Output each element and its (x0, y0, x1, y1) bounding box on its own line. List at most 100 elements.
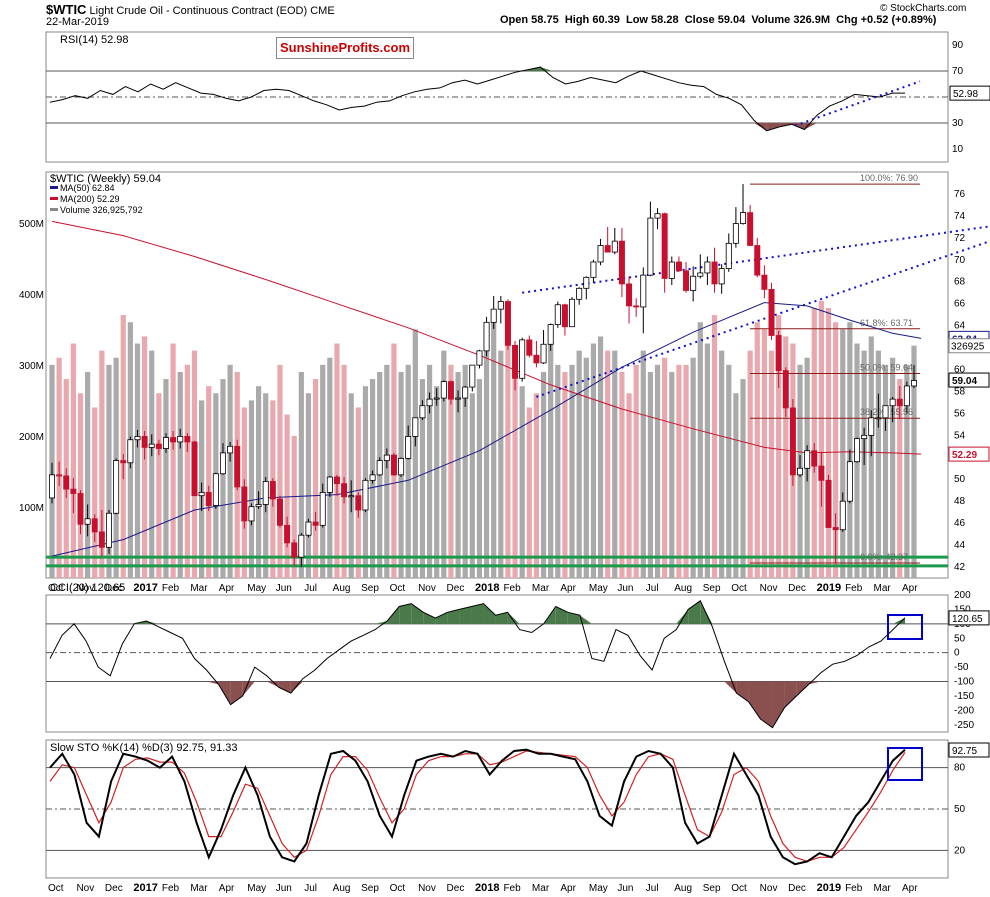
candle-body (70, 488, 77, 494)
candle-body (747, 212, 754, 246)
volume-bar (911, 345, 917, 578)
candle-body (540, 343, 547, 364)
legend-entry: MA(200) 52.29 (60, 194, 120, 204)
rsi-tick-label: 30 (952, 118, 964, 129)
candle-body (455, 397, 462, 400)
chart-title: $WTIC Light Crude Oil - Continuous Contr… (46, 2, 335, 17)
volume-bar (882, 364, 889, 578)
candle-body (504, 301, 511, 346)
cci-oversold-fill (736, 681, 749, 702)
exchange-label: CME (310, 5, 335, 17)
candle-body (889, 398, 896, 407)
cci-oversold-fill (278, 681, 291, 694)
sto-x-label: Aug (333, 883, 351, 894)
candle-body (896, 398, 903, 407)
candle-body (269, 481, 276, 500)
volume-bar (255, 386, 262, 578)
volume-bar (733, 393, 739, 578)
cci-highlight-box (887, 614, 923, 640)
price-x-label: Oct (390, 583, 406, 594)
candle-body (768, 289, 775, 336)
rsi-oversold-fill (766, 123, 780, 131)
sto-x-label: Oct (48, 883, 64, 894)
candle-body (390, 454, 397, 476)
candle-body (490, 308, 497, 323)
candle-body (647, 217, 654, 276)
candle-body (526, 339, 533, 356)
rsi-trend-line (794, 80, 921, 127)
volume-bar (825, 308, 832, 578)
candle-body (797, 467, 804, 476)
candle-body (141, 436, 148, 448)
last-price-label-box (948, 372, 990, 388)
price-tick-label: 56 (954, 408, 966, 419)
candle-body (469, 364, 476, 388)
price-tick-label: 60 (954, 365, 966, 376)
sto-x-label: Jul (304, 883, 317, 894)
volume-bar (761, 329, 767, 578)
cci-overbought-fill (676, 609, 689, 624)
fibonacci-label: 100.0%: 76.90 (860, 173, 918, 183)
candle-body (782, 370, 789, 409)
legend-entry: Volume 326,925,792 (60, 205, 143, 215)
candle-body (725, 242, 732, 269)
sto-x-label: 2019 (817, 882, 841, 894)
candle-body (832, 527, 839, 531)
candle-body (462, 386, 469, 399)
sto-x-label: Dec (788, 883, 806, 894)
price-x-label: Sep (361, 583, 379, 594)
volume-bar (163, 379, 169, 578)
candle-body (155, 443, 162, 449)
candle-body (77, 493, 84, 525)
candle-body (198, 492, 205, 497)
candle-body (683, 270, 690, 291)
sto-x-label: Mar (190, 883, 208, 894)
cci-oversold-fill (772, 681, 785, 728)
candle-body (398, 457, 405, 476)
price-tick-label: 58 (954, 386, 966, 397)
volume-bar (284, 414, 290, 578)
cci-tick-label: -150 (954, 691, 974, 702)
volume-bar (754, 322, 760, 578)
candle-body (177, 436, 184, 443)
price-tick-label: 68 (954, 277, 966, 288)
sto-x-label: Apr (560, 883, 576, 894)
volume-bar (156, 393, 162, 578)
sto-x-label: Jul (646, 883, 659, 894)
volume-bar (840, 329, 846, 578)
price-x-label: Mar (874, 583, 892, 594)
price-x-label: Apr (560, 583, 576, 594)
price-panel-frame (45, 171, 949, 579)
candle-body (497, 301, 504, 310)
candle-body (561, 304, 568, 328)
sto-x-label: Jun (276, 883, 292, 894)
cci-tick-label: 50 (954, 633, 966, 644)
candle-body (668, 261, 675, 279)
candle-body (533, 354, 540, 364)
candle-body (789, 407, 796, 476)
price-x-label: Jun (617, 583, 633, 594)
volume-bar (662, 357, 668, 578)
price-tick-label: 50 (954, 474, 966, 485)
rsi-tick-label: 70 (952, 66, 964, 77)
volume-bar (747, 350, 753, 578)
sto-x-label: Jun (617, 883, 633, 894)
candle-body (362, 479, 369, 511)
candle-body (775, 335, 782, 372)
candle-body (711, 261, 718, 285)
volume-bar (248, 400, 255, 578)
change-value: Chg +0.52 (+0.89%) (836, 14, 937, 26)
price-tick-label: 48 (954, 496, 966, 507)
volume-bar (868, 336, 874, 578)
candle-body (255, 504, 262, 508)
cci-tick-label: -50 (954, 662, 969, 673)
cci-value-box (948, 610, 990, 626)
candle-body (84, 518, 91, 525)
cci-oversold-fill (784, 681, 797, 708)
volume-bar (206, 386, 212, 578)
price-x-label: Aug (333, 583, 351, 594)
volume-bar (711, 315, 718, 578)
volume-bar (833, 322, 839, 578)
cci-title: CCI(20) 120.65 (50, 582, 125, 594)
volume-bar (875, 350, 881, 578)
